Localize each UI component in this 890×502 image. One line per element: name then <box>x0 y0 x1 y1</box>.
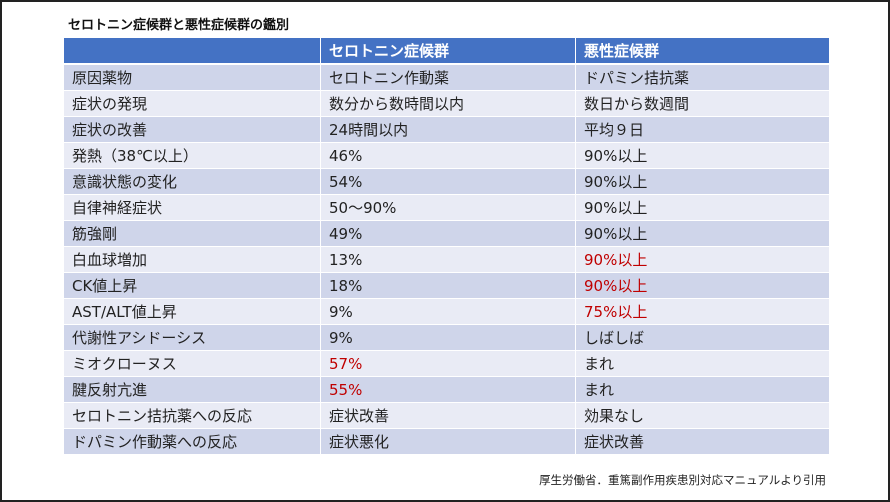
table-cell: 57% <box>320 350 576 377</box>
table-cell: CK値上昇 <box>64 272 321 299</box>
table-cell: 49% <box>320 220 576 247</box>
table-row: 発熱（38℃以上） 46% 90%以上 <box>64 142 830 169</box>
table-row: 代謝性アシドーシス 9% しばしば <box>64 324 830 351</box>
table-cell: 55% <box>320 376 576 403</box>
table-cell: セロトニン作動薬 <box>320 64 576 91</box>
table-row: CK値上昇 18% 90%以上 <box>64 272 830 299</box>
table-cell: 白血球増加 <box>64 246 321 273</box>
table-cell: 90%以上 <box>575 168 830 195</box>
table-cell: 9% <box>320 324 576 351</box>
table-cell: 発熱（38℃以上） <box>64 142 321 169</box>
table-cell: 症状の改善 <box>64 116 321 143</box>
table-cell: 原因薬物 <box>64 64 321 91</box>
comparison-table: セロトニン症候群 悪性症候群 原因薬物 セロトニン作動薬 ドパミン拮抗薬 症状の発現数… <box>64 38 830 455</box>
table-cell: 90%以上 <box>575 272 830 299</box>
table-header-row: セロトニン症候群 悪性症候群 <box>64 38 830 65</box>
table-cell: 18% <box>320 272 576 299</box>
table-cell: 9% <box>320 298 576 325</box>
table-cell: 効果なし <box>575 402 830 429</box>
table-row: AST/ALT値上昇 9% 75%以上 <box>64 298 830 325</box>
slide-title: セロトニン症候群と悪性症候群の鑑別 <box>68 18 290 33</box>
table-cell: AST/ALT値上昇 <box>64 298 321 325</box>
table-cell: ミオクローヌス <box>64 350 321 377</box>
table-cell: 90%以上 <box>575 246 830 273</box>
table-cell: 90%以上 <box>575 220 830 247</box>
table-cell: 意識状態の変化 <box>64 168 321 195</box>
table-cell: ドパミン拮抗薬 <box>575 64 830 91</box>
table-row: 腱反射亢進 55% まれ <box>64 376 830 403</box>
header-cell: セロトニン症候群 <box>320 38 576 65</box>
table-cell: 75%以上 <box>575 298 830 325</box>
table-cell: まれ <box>575 376 830 403</box>
table-cell: 数分から数時間以内 <box>320 90 576 117</box>
table-row: セロトニン拮抗薬への反応 症状改善 効果なし <box>64 402 830 429</box>
table-cell: ドパミン作動薬への反応 <box>64 428 321 455</box>
table-row: 意識状態の変化 54% 90%以上 <box>64 168 830 195</box>
table-cell: 自律神経症状 <box>64 194 321 221</box>
table-cell: 症状の発現 <box>64 90 321 117</box>
table-cell: 腱反射亢進 <box>64 376 321 403</box>
table-cell: セロトニン拮抗薬への反応 <box>64 402 321 429</box>
table-cell: 症状悪化 <box>320 428 576 455</box>
table-row: 白血球増加 13% 90%以上 <box>64 246 830 273</box>
table-cell: 平均９日 <box>575 116 830 143</box>
table-cell: しばしば <box>575 324 830 351</box>
header-cell: 悪性症候群 <box>575 38 830 65</box>
table-cell: 90%以上 <box>575 194 830 221</box>
table-cell: 代謝性アシドーシス <box>64 324 321 351</box>
table-cell: 50～90% <box>320 194 576 221</box>
table-cell: まれ <box>575 350 830 377</box>
table-row: ドパミン作動薬への反応 症状悪化 症状改善 <box>64 428 830 455</box>
table-cell: 90%以上 <box>575 142 830 169</box>
table-cell: 数日から数週間 <box>575 90 830 117</box>
citation: 厚生労働省．重篤副作用疾患別対応マニュアルより引用 <box>539 473 826 487</box>
table-cell: 症状改善 <box>320 402 576 429</box>
table-row: 筋強剛 49% 90%以上 <box>64 220 830 247</box>
table-row: 症状の改善 24時間以内 平均９日 <box>64 116 830 143</box>
table-row: 自律神経症状 50～90% 90%以上 <box>64 194 830 221</box>
table-cell: 46% <box>320 142 576 169</box>
header-cell <box>64 38 321 65</box>
table-cell: 54% <box>320 168 576 195</box>
table-row: 症状の発現 数分から数時間以内 数日から数週間 <box>64 90 830 117</box>
table-cell: 13% <box>320 246 576 273</box>
table-cell: 症状改善 <box>575 428 830 455</box>
table-row: ミオクローヌス 57% まれ <box>64 350 830 377</box>
table-cell: 筋強剛 <box>64 220 321 247</box>
table-cell: 24時間以内 <box>320 116 576 143</box>
table-row: 原因薬物 セロトニン作動薬 ドパミン拮抗薬 <box>64 64 830 91</box>
